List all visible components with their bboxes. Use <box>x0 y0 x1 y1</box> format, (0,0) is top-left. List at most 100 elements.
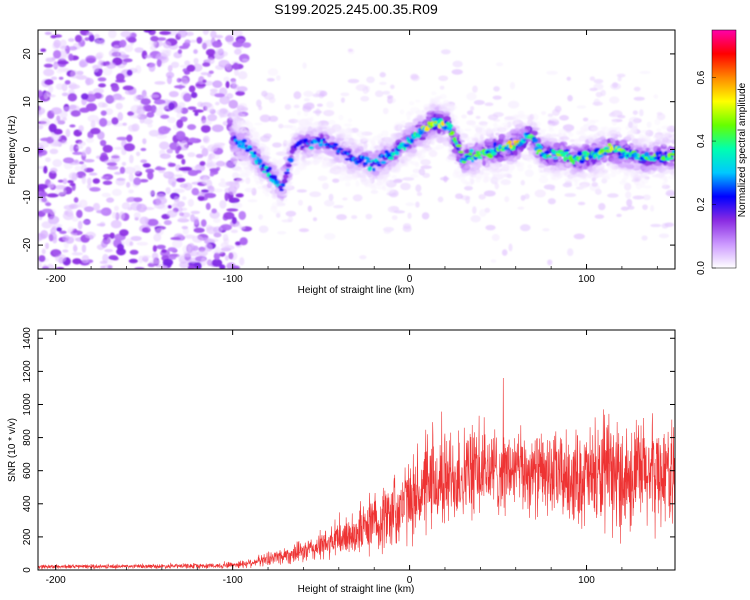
spectrogram-cell <box>194 111 199 117</box>
spectrogram-cell <box>312 123 317 127</box>
spectrogram-cell <box>284 184 293 190</box>
spectrogram-cell <box>100 110 107 116</box>
spectrogram-cell <box>107 30 117 39</box>
spectrogram-cell <box>374 90 384 98</box>
spectrogram-cell <box>170 61 180 69</box>
spectrogram-cell <box>141 227 149 233</box>
spectrogram-cell <box>382 90 391 95</box>
spectrogram-cell <box>119 229 129 237</box>
spectrogram-cell <box>620 206 630 211</box>
spectrogram-cell <box>559 115 569 121</box>
spectrogram-cell <box>589 119 600 123</box>
spectrogram-cell <box>100 265 106 269</box>
spectrogram-cell <box>168 256 177 260</box>
spectrogram-cell <box>609 96 620 104</box>
spectrogram-cell <box>460 172 470 177</box>
spectrogram-cell <box>259 179 264 185</box>
spectrogram-cell <box>662 170 671 175</box>
spectrogram-cell <box>115 73 125 82</box>
spectrogram-cell <box>508 243 513 252</box>
spectrogram-cell <box>382 141 387 146</box>
spectrogram-cell <box>211 258 223 267</box>
spectrogram-cell <box>82 149 87 157</box>
spectrogram-cell <box>363 142 368 150</box>
spectrogram-cell <box>117 51 127 59</box>
spectrogram-cell <box>479 169 485 175</box>
spectrogram-cell <box>318 142 324 147</box>
spectrogram-cell <box>56 227 62 232</box>
spectrogram-cell <box>168 91 179 98</box>
spectrogram-cell <box>84 37 90 41</box>
spectrogram-cell <box>347 78 360 84</box>
spectrogram-cell <box>102 180 113 186</box>
spectrogram-cell <box>658 150 663 155</box>
spectrogram-cell <box>447 147 453 155</box>
spectrogram-cell <box>214 34 224 39</box>
spectrogram-cell <box>232 41 244 48</box>
spectrogram-cell <box>564 193 577 198</box>
spectrogram-cell <box>41 266 50 269</box>
spectrogram-cell <box>103 233 111 239</box>
spectrogram-cell <box>584 146 589 150</box>
spectrogram-cell <box>460 178 468 184</box>
spectrogram-cell <box>218 109 224 119</box>
spectrogram-cell <box>463 186 473 191</box>
x-tick-label: 0 <box>407 274 413 285</box>
spectrogram-cell <box>615 140 620 145</box>
spectrogram-cell <box>598 202 606 211</box>
spectrogram-cell <box>276 199 283 207</box>
spectrogram-cell <box>133 94 139 102</box>
spectrogram-cell <box>226 93 234 99</box>
spectrogram-cell <box>159 30 172 36</box>
spectrogram-cell <box>126 134 133 143</box>
spectrogram-cell <box>83 206 95 213</box>
spectrogram-cell <box>233 127 242 133</box>
spectrogram-cell <box>457 150 464 154</box>
spectrogram-cell <box>355 84 368 92</box>
spectrogram-cell <box>105 61 110 65</box>
spectrogram-cell <box>387 156 394 161</box>
spectrogram-cell <box>509 163 516 171</box>
spectrogram-cell <box>80 93 89 100</box>
spectrogram-cell <box>293 119 302 123</box>
y-tick-label: 10 <box>22 96 33 108</box>
spectrogram-cell <box>472 124 479 128</box>
spectrogram-cell <box>293 104 300 109</box>
spectrogram-cell <box>205 202 211 211</box>
spectrogram-cell <box>192 109 204 113</box>
spectrogram-cell <box>122 85 134 91</box>
spectrogram-cell <box>155 107 163 116</box>
spectrogram-cell <box>656 113 666 121</box>
spectrogram-cell <box>359 175 367 183</box>
spectrogram-cell <box>362 136 367 142</box>
spectrogram-cell <box>336 133 343 138</box>
spectrogram-cell <box>74 34 83 43</box>
spectrogram-cell <box>195 153 204 159</box>
spectrogram-cell <box>98 117 108 127</box>
spectrogram-cell <box>102 144 113 153</box>
spectrogram-cell <box>167 116 176 124</box>
spectrogram-cell <box>55 253 67 263</box>
spectrogram-cell <box>501 278 506 283</box>
colorbar: 0.0 0.2 0.4 0.6 Normalized spectral amplitu… <box>696 29 748 275</box>
spectrogram-cell <box>82 219 91 225</box>
spectrogram-cell <box>94 39 101 46</box>
spectrogram-cell <box>231 265 240 269</box>
spectrogram-cell <box>477 160 483 166</box>
spectrogram-cell <box>105 95 117 103</box>
spectrogram-cell <box>98 83 107 88</box>
spectrogram-cell <box>81 254 90 264</box>
spectrogram-cell <box>71 172 78 182</box>
spectrogram-cell <box>547 259 553 266</box>
spectrogram-cell <box>279 188 284 192</box>
spectrogram-cell <box>101 176 109 180</box>
spectrogram-cell <box>402 225 412 233</box>
spectrogram-cell <box>312 93 321 98</box>
spectrogram-cell <box>593 164 598 169</box>
spectrogram-cell <box>173 174 183 178</box>
spectrogram-cell <box>149 94 160 98</box>
spectrogram-cell <box>266 78 275 82</box>
y-tick-label: 0 <box>22 146 33 152</box>
spectrogram-cell <box>360 95 370 102</box>
spectrogram-cell <box>567 95 573 102</box>
